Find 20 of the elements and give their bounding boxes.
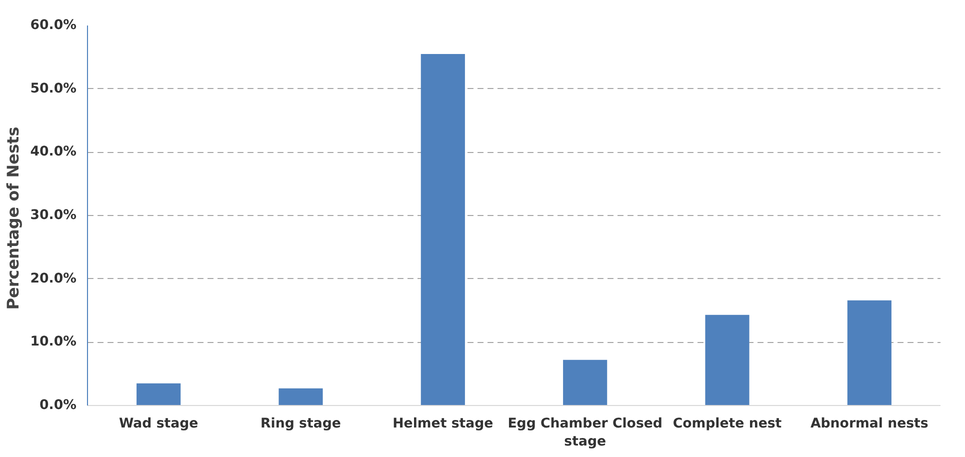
y-tick-label: 0.0% [40,398,77,413]
y-tick-label: 10.0% [30,334,77,350]
x-tick-label: Ring stage [260,416,341,432]
y-tick-label: 20.0% [30,271,77,286]
y-tick-label: 40.0% [30,144,77,160]
y-tick-label: 60.0% [30,18,77,33]
x-tick-label: Abnormal nests [810,416,928,432]
x-tick-label: Helmet stage [392,416,494,432]
y-tick-label: 50.0% [30,81,77,96]
bar [420,54,465,406]
bar [278,388,323,406]
x-tick-label: Wad stage [118,416,198,432]
x-tick-label: Egg Chamber Closed stage [508,416,662,450]
y-tick-label: 30.0% [30,208,77,223]
bar [705,314,750,406]
bar [847,300,892,406]
y-axis-title: Percentage of Nests [3,126,22,310]
bar [563,360,608,406]
x-tick-label: Complete nest [672,416,782,432]
bar [136,383,181,406]
